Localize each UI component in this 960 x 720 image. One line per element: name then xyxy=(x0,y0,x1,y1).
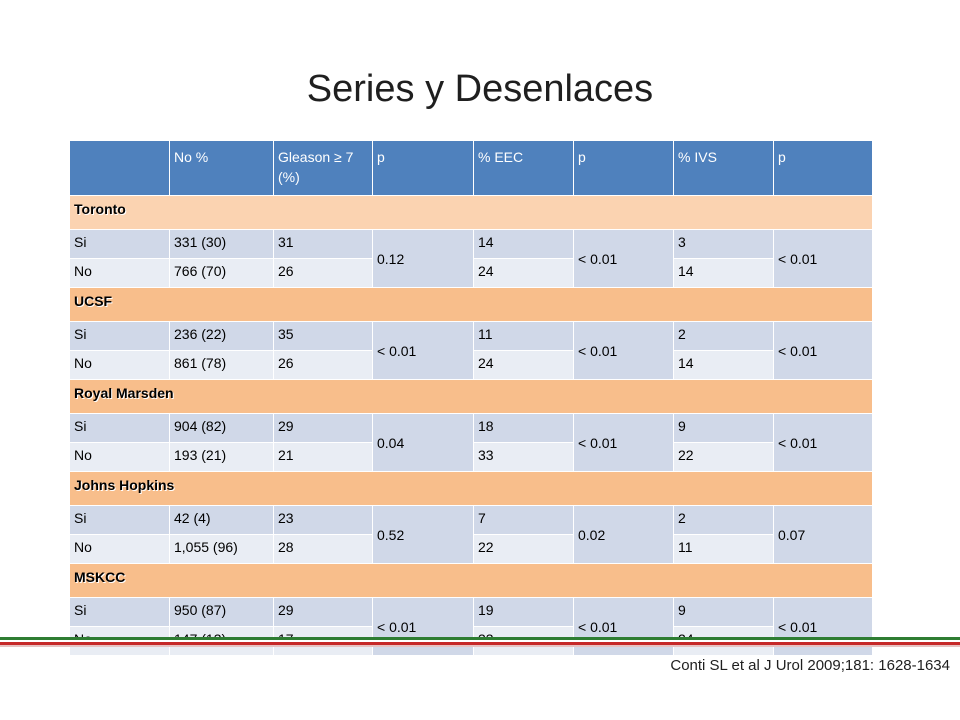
header-cell: % IVS xyxy=(673,140,774,196)
no-pct-cell: 331 (30) xyxy=(169,229,274,259)
p-eec-cell: < 0.01 xyxy=(573,413,674,472)
ivs-cell: 3 xyxy=(673,229,774,259)
gleason-cell: 23 xyxy=(273,505,373,535)
group-row: Royal Marsden xyxy=(69,379,873,414)
row-label: No xyxy=(69,534,170,564)
group-name: MSKCC xyxy=(69,563,873,598)
ivs-cell: 14 xyxy=(673,258,774,288)
eec-cell: 24 xyxy=(473,350,574,380)
footer-stripes xyxy=(0,637,960,647)
p-gleason-cell: 0.52 xyxy=(372,505,474,564)
group-row: Johns Hopkins xyxy=(69,471,873,506)
no-pct-cell: 950 (87) xyxy=(169,597,274,627)
header-cell: p xyxy=(573,140,674,196)
gleason-cell: 28 xyxy=(273,534,373,564)
header-cell: No % xyxy=(169,140,274,196)
table-row: Si 950 (87) 29 < 0.01 19 < 0.01 9 < 0.01 xyxy=(69,597,873,656)
slide-title: Series y Desenlaces xyxy=(306,68,654,110)
table-row: Si 904 (82) 29 0.04 18 < 0.01 9 < 0.01 xyxy=(69,413,873,472)
eec-cell: 22 xyxy=(473,534,574,564)
table-row: No 193 (21) 21 33 22 xyxy=(69,442,873,472)
eec-cell: 7 xyxy=(473,505,574,535)
row-label: Si xyxy=(69,321,170,351)
gleason-cell: 31 xyxy=(273,229,373,259)
p-eec-cell: < 0.01 xyxy=(573,229,674,288)
p-ivs-cell: < 0.01 xyxy=(773,229,873,288)
ivs-cell: 22 xyxy=(673,442,774,472)
no-pct-cell: 42 (4) xyxy=(169,505,274,535)
group-row: UCSF xyxy=(69,287,873,322)
row-label: Si xyxy=(69,505,170,535)
ivs-cell: 2 xyxy=(673,505,774,535)
p-ivs-cell: 0.07 xyxy=(773,505,873,564)
row-label: Si xyxy=(69,229,170,259)
p-gleason-cell: 0.04 xyxy=(372,413,474,472)
footer-stripe-shadow xyxy=(0,645,960,647)
group-row: Toronto xyxy=(69,195,873,230)
row-label: Si xyxy=(69,597,170,627)
header-cell: p xyxy=(773,140,873,196)
gleason-cell: 29 xyxy=(273,597,373,627)
gleason-cell: 26 xyxy=(273,350,373,380)
footer-stripe-green xyxy=(0,637,960,640)
table-row: Si 236 (22) 35 < 0.01 11 < 0.01 2 < 0.01 xyxy=(69,321,873,380)
table-header-row: No % Gleason ≥ 7 (%) p % EEC p % IVS p xyxy=(69,140,873,196)
table-row: No 766 (70) 26 24 14 xyxy=(69,258,873,288)
p-gleason-cell: 0.12 xyxy=(372,229,474,288)
ivs-cell: 2 xyxy=(673,321,774,351)
group-row: MSKCC xyxy=(69,563,873,598)
p-ivs-cell: < 0.01 xyxy=(773,321,873,380)
p-eec-cell: 0.02 xyxy=(573,505,674,564)
eec-cell: 18 xyxy=(473,413,574,443)
p-gleason-cell: < 0.01 xyxy=(372,321,474,380)
no-pct-cell: 861 (78) xyxy=(169,350,274,380)
eec-cell: 24 xyxy=(473,258,574,288)
no-pct-cell: 766 (70) xyxy=(169,258,274,288)
table-row: Si 42 (4) 23 0.52 7 0.02 2 0.07 xyxy=(69,505,873,564)
outcomes-table: No % Gleason ≥ 7 (%) p % EEC p % IVS p T… xyxy=(69,140,873,656)
ivs-cell: 9 xyxy=(673,597,774,627)
no-pct-cell: 904 (82) xyxy=(169,413,274,443)
header-cell: % EEC xyxy=(473,140,574,196)
no-pct-cell: 1,055 (96) xyxy=(169,534,274,564)
table-row: No 1,055 (96) 28 22 11 xyxy=(69,534,873,564)
p-eec-cell: < 0.01 xyxy=(573,321,674,380)
footer-stripe-white xyxy=(0,640,960,642)
gleason-cell: 21 xyxy=(273,442,373,472)
group-name: Johns Hopkins xyxy=(69,471,873,506)
row-label: No xyxy=(69,350,170,380)
table-row: Si 331 (30) 31 0.12 14 < 0.01 3 < 0.01 xyxy=(69,229,873,288)
gleason-cell: 29 xyxy=(273,413,373,443)
group-name: UCSF xyxy=(69,287,873,322)
footer-stripe-red xyxy=(0,642,960,645)
row-label: Si xyxy=(69,413,170,443)
ivs-cell: 9 xyxy=(673,413,774,443)
p-ivs-cell: < 0.01 xyxy=(773,413,873,472)
no-pct-cell: 236 (22) xyxy=(169,321,274,351)
header-cell: Gleason ≥ 7 (%) xyxy=(273,140,373,196)
citation: Conti SL et al J Urol 2009;181: 1628-163… xyxy=(670,657,950,674)
eec-cell: 11 xyxy=(473,321,574,351)
eec-cell: 19 xyxy=(473,597,574,627)
table-body: Toronto Si 331 (30) 31 0.12 14 < 0.01 3 < 0.01 No… xyxy=(69,195,873,656)
ivs-cell: 11 xyxy=(673,534,774,564)
header-cell: p xyxy=(372,140,474,196)
eec-cell: 33 xyxy=(473,442,574,472)
table-row: No 861 (78) 26 24 14 xyxy=(69,350,873,380)
group-name: Royal Marsden xyxy=(69,379,873,414)
gleason-cell: 35 xyxy=(273,321,373,351)
ivs-cell: 14 xyxy=(673,350,774,380)
row-label: No xyxy=(69,442,170,472)
header-cell xyxy=(69,140,170,196)
row-label: No xyxy=(69,258,170,288)
gleason-cell: 26 xyxy=(273,258,373,288)
group-name: Toronto xyxy=(69,195,873,230)
eec-cell: 14 xyxy=(473,229,574,259)
no-pct-cell: 193 (21) xyxy=(169,442,274,472)
